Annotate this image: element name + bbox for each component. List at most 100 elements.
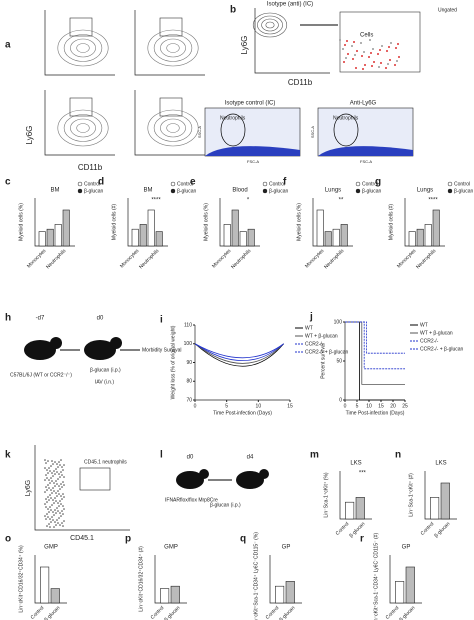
event [62,493,64,495]
bar [424,224,432,247]
event [49,494,51,496]
panel-letter: d [98,177,104,188]
event [44,515,46,517]
event [61,522,63,524]
event [60,503,62,505]
y-tick-label: 100 [334,319,343,325]
event [379,49,381,51]
event [52,499,54,501]
event [55,480,57,482]
event [44,503,46,505]
event [394,64,396,66]
event [45,498,47,500]
category-label: Neutrophils [323,248,345,270]
y-label: Ly6G [240,36,249,55]
panel-letter: a [5,40,11,51]
bar [345,501,355,520]
legend-label: CCR2-/- [305,341,324,347]
contour [257,15,283,35]
event [55,512,57,514]
event [47,508,49,510]
panel-letter: p [125,534,131,545]
event [61,486,63,488]
event [49,518,51,520]
gate [79,467,111,491]
event [62,469,64,471]
event [44,491,46,493]
legend-marker [262,181,268,187]
panel-letter: f [283,177,287,188]
mouse [84,340,116,360]
panel-title: GMP [164,545,178,551]
y-tick-label: 80 [186,379,192,385]
x-tick-label: 10 [256,403,262,409]
event [49,506,51,508]
contour [160,38,186,58]
event [368,56,370,58]
event [386,50,388,52]
contour [265,21,275,29]
legend-label: Control [454,181,470,187]
y-tick-label: 100 [184,341,193,347]
curve [345,321,405,385]
curve [345,321,405,354]
gate-label: CD45.1 neutrophils [84,459,127,465]
legend-label: β-glucan [269,188,288,194]
contour [160,118,186,138]
event [398,56,400,58]
event [58,485,60,487]
day: -d7 [36,316,45,322]
mouse-head [50,337,62,349]
event [60,471,62,473]
y-label: Lin⁻cKit⁺Sca-1⁻CD34⁺ Ly6C⁻CD115⁻ (#) [373,533,379,620]
event [397,43,399,45]
event [355,67,357,69]
event [46,525,48,527]
event [56,471,58,473]
contour [63,114,103,142]
mouse [24,340,56,360]
event [57,466,59,468]
x-label: Time Post-infection (Days) [346,410,405,416]
curve [194,343,284,364]
panel-title: GMP [44,545,58,551]
event [381,45,383,47]
gate [220,113,246,147]
bar [324,231,332,247]
panel-letter: q [240,534,246,545]
event [53,482,55,484]
event [54,521,56,523]
event [62,513,64,515]
category-label: Neutrophils [230,248,252,270]
mouse [176,471,204,489]
event [342,48,344,50]
event [47,484,49,486]
event [353,41,355,43]
panel-title: Blood [232,188,247,194]
legend-label: WT + β-glucan [420,330,453,336]
event [51,504,53,506]
event [47,516,49,518]
panel-title: BM [51,188,60,194]
x-tick-label: 15 [378,403,384,409]
legend-label: Control [84,181,100,187]
legend-marker [77,188,83,194]
x-label: FSC-A [247,159,259,164]
event [54,473,56,475]
x-label: CD45.1 [70,535,94,542]
x-label: CD11b [288,78,313,87]
panel-letter: n [395,450,401,461]
contour [76,123,90,133]
x-tick-label: 0 [194,403,197,409]
event [48,499,50,501]
treatment: β-glucan (i.p.) [90,367,121,373]
bar [160,588,170,604]
bar [170,585,180,604]
x-tick-label: 5 [225,403,228,409]
event [56,463,58,465]
event [364,64,366,66]
curve [345,321,405,370]
panel-letter: m [310,450,319,461]
event [55,492,57,494]
contour [252,12,288,38]
